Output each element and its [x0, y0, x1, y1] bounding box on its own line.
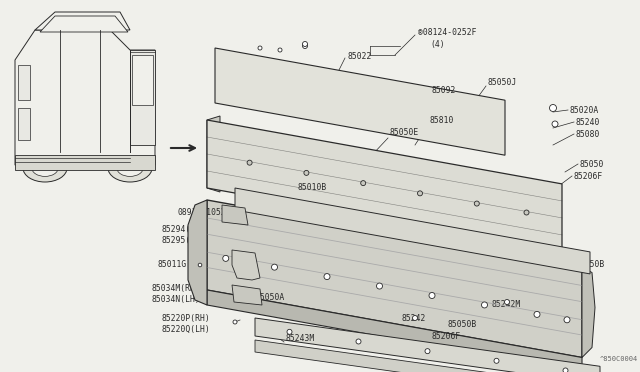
- Text: 85220P(RH): 85220P(RH): [162, 314, 211, 323]
- Polygon shape: [329, 82, 345, 105]
- Text: 85242M: 85242M: [492, 300, 521, 309]
- Circle shape: [324, 273, 330, 280]
- Text: 85206F: 85206F: [432, 332, 461, 341]
- Circle shape: [481, 302, 488, 308]
- Circle shape: [303, 42, 307, 46]
- Ellipse shape: [108, 154, 152, 182]
- Ellipse shape: [394, 104, 413, 114]
- Circle shape: [376, 283, 383, 289]
- Circle shape: [564, 317, 570, 323]
- Text: 85050B: 85050B: [576, 260, 605, 269]
- Polygon shape: [207, 116, 220, 192]
- Circle shape: [223, 255, 228, 262]
- Circle shape: [278, 48, 282, 52]
- Polygon shape: [235, 188, 590, 274]
- Ellipse shape: [32, 160, 58, 176]
- Polygon shape: [207, 290, 582, 372]
- Text: (4): (4): [430, 40, 445, 49]
- Text: 85034M(RH): 85034M(RH): [152, 284, 201, 293]
- Polygon shape: [255, 340, 565, 372]
- Circle shape: [247, 160, 252, 165]
- Polygon shape: [248, 138, 270, 165]
- Circle shape: [504, 299, 509, 305]
- Polygon shape: [18, 108, 30, 140]
- Polygon shape: [255, 318, 600, 372]
- Circle shape: [198, 263, 202, 267]
- Polygon shape: [582, 267, 595, 357]
- Text: 85050A: 85050A: [256, 293, 285, 302]
- Text: 85206F: 85206F: [574, 172, 604, 181]
- Text: 85050B: 85050B: [448, 320, 477, 329]
- Circle shape: [304, 170, 309, 175]
- Polygon shape: [15, 30, 155, 165]
- Text: 85080: 85080: [576, 130, 600, 139]
- Text: ^850C0004: ^850C0004: [600, 356, 638, 362]
- Text: 85240: 85240: [576, 118, 600, 127]
- Text: 85050: 85050: [580, 160, 604, 169]
- Polygon shape: [222, 205, 248, 225]
- Circle shape: [356, 339, 361, 344]
- Text: 08911-1052G: 08911-1052G: [178, 208, 232, 217]
- Text: 85022: 85022: [348, 52, 372, 61]
- Polygon shape: [232, 250, 260, 280]
- Ellipse shape: [23, 154, 67, 182]
- Text: 85294(RH): 85294(RH): [162, 225, 206, 234]
- Text: 85220Q(LH): 85220Q(LH): [162, 325, 211, 334]
- Circle shape: [303, 44, 307, 48]
- Polygon shape: [207, 200, 582, 357]
- Circle shape: [429, 292, 435, 298]
- Text: 85810: 85810: [430, 116, 454, 125]
- Circle shape: [494, 358, 499, 363]
- Text: 85010B: 85010B: [297, 183, 326, 192]
- Ellipse shape: [351, 96, 369, 106]
- Circle shape: [425, 349, 430, 354]
- Text: 85295(LH): 85295(LH): [162, 236, 206, 245]
- Polygon shape: [35, 12, 130, 30]
- Polygon shape: [15, 155, 155, 170]
- Ellipse shape: [438, 112, 456, 122]
- Ellipse shape: [264, 80, 282, 90]
- Circle shape: [534, 311, 540, 317]
- Ellipse shape: [116, 160, 143, 176]
- Polygon shape: [132, 55, 153, 105]
- Polygon shape: [40, 16, 128, 32]
- Circle shape: [248, 292, 255, 298]
- Polygon shape: [215, 48, 505, 155]
- Text: 85034N(LH): 85034N(LH): [152, 295, 201, 304]
- Text: ®08124-0252F: ®08124-0252F: [418, 28, 477, 37]
- Text: 85050J: 85050J: [488, 78, 517, 87]
- Circle shape: [233, 320, 237, 324]
- Polygon shape: [232, 285, 262, 305]
- Circle shape: [361, 181, 365, 186]
- Circle shape: [258, 46, 262, 50]
- Circle shape: [563, 368, 568, 372]
- Circle shape: [550, 105, 557, 112]
- Polygon shape: [207, 120, 562, 252]
- Text: 85020A: 85020A: [570, 106, 599, 115]
- Text: 85243M: 85243M: [286, 334, 316, 343]
- Circle shape: [417, 191, 422, 196]
- Circle shape: [554, 259, 561, 266]
- Polygon shape: [215, 135, 240, 165]
- Circle shape: [287, 329, 292, 334]
- Text: 85011G: 85011G: [158, 260, 188, 269]
- Polygon shape: [242, 66, 258, 90]
- Circle shape: [552, 121, 558, 127]
- Text: 85092: 85092: [432, 86, 456, 95]
- Circle shape: [474, 201, 479, 206]
- Polygon shape: [188, 200, 207, 305]
- Ellipse shape: [307, 88, 326, 98]
- Circle shape: [524, 210, 529, 215]
- Circle shape: [228, 216, 232, 220]
- Polygon shape: [130, 50, 155, 145]
- Polygon shape: [18, 65, 30, 100]
- Circle shape: [271, 264, 278, 270]
- Circle shape: [413, 315, 417, 321]
- Text: 85242: 85242: [402, 314, 426, 323]
- Text: 85050E: 85050E: [390, 128, 419, 137]
